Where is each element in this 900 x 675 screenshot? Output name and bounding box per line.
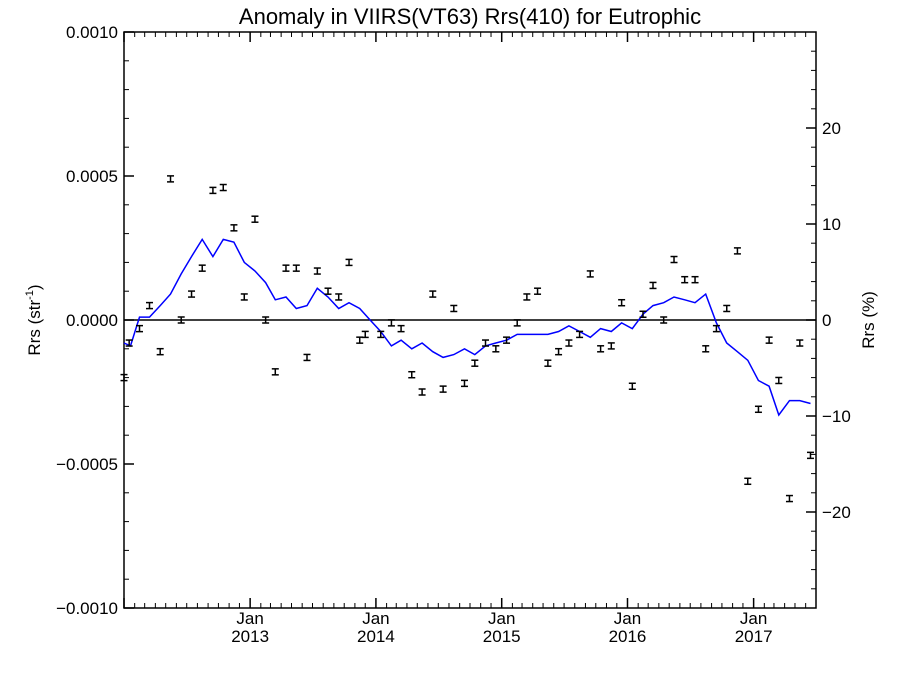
left-y-axis-label-close: ) <box>25 284 44 290</box>
errorbar-point <box>335 293 343 301</box>
errorbar-point <box>482 339 490 347</box>
errorbar-point <box>209 186 217 195</box>
errorbar-point <box>586 270 594 278</box>
left-y-axis-label: Rrs (str-1) <box>24 284 44 355</box>
errorbar-point <box>292 264 300 272</box>
errorbar-point <box>125 339 133 347</box>
right-tick-label: −20 <box>822 503 851 522</box>
errorbar-point <box>618 298 626 307</box>
errorbar-point <box>544 359 552 367</box>
errorbar-point <box>712 324 720 333</box>
errorbar-point <box>146 301 154 310</box>
errorbar-point <box>523 293 531 301</box>
errorbar-point <box>271 368 279 376</box>
errorbar-point <box>418 388 426 396</box>
left-tick-label: −0.0010 <box>56 599 118 618</box>
x-tick-month: Jan <box>740 609 767 628</box>
errorbar-point <box>136 324 144 333</box>
x-tick-year: 2017 <box>735 627 773 646</box>
errorbar-point <box>775 376 783 385</box>
errorbar-point <box>565 339 573 347</box>
left-y-axis: 0.0010 0.0005 0.0000 −0.0005 −0.0010 <box>56 23 134 618</box>
errorbar-point <box>534 287 542 295</box>
right-tick-label: 20 <box>822 119 841 138</box>
chart-title: Anomaly in VIIRS(VT63) Rrs(410) for Eutr… <box>239 4 701 29</box>
errorbar-point <box>230 224 238 232</box>
right-tick-label: 10 <box>822 215 841 234</box>
errorbar-point <box>439 385 447 393</box>
errorbar-point <box>324 287 332 295</box>
errorbar-point <box>744 477 752 486</box>
errorbar-points <box>120 175 814 503</box>
errorbar-point <box>639 310 647 318</box>
right-tick-label: 0 <box>822 311 831 330</box>
errorbar-point <box>408 370 416 379</box>
right-y-axis-label: Rrs (%) <box>859 291 878 349</box>
left-y-axis-label-main: Rrs (str <box>25 300 44 356</box>
errorbar-point <box>660 316 668 324</box>
errorbar-point <box>450 304 458 313</box>
right-tick-label: −10 <box>822 407 851 426</box>
errorbar-point <box>303 353 311 362</box>
errorbar-point <box>198 264 206 272</box>
x-tick-year: 2015 <box>483 627 521 646</box>
right-y-axis: 20 10 0 −10 −20 <box>806 31 851 609</box>
errorbar-point <box>806 451 814 460</box>
errorbar-point <box>156 347 164 356</box>
left-tick-label: 0.0000 <box>66 311 118 330</box>
errorbar-point <box>177 316 185 324</box>
left-tick-label: −0.0005 <box>56 455 118 474</box>
x-tick-month: Jan <box>236 609 263 628</box>
plot-area <box>123 31 817 609</box>
errorbar-point <box>240 293 248 301</box>
errorbar-point <box>702 345 710 353</box>
errorbar-point <box>361 330 369 339</box>
errorbar-point <box>513 319 521 327</box>
errorbar-point <box>377 330 385 339</box>
errorbar-point <box>691 275 699 284</box>
errorbar-point <box>219 183 227 192</box>
errorbar-point <box>597 345 605 353</box>
errorbar-point <box>649 281 657 290</box>
x-tick-year: 2013 <box>231 627 269 646</box>
errorbar-point <box>670 255 678 264</box>
errorbar-point <box>754 405 762 414</box>
left-y-axis-label-sup: -1 <box>24 290 36 300</box>
errorbar-point <box>503 336 511 344</box>
errorbar-point <box>460 379 468 388</box>
x-tick-year: 2016 <box>609 627 647 646</box>
x-tick-year: 2014 <box>357 627 395 646</box>
x-tick-month: Jan <box>614 609 641 628</box>
x-tick-month: Jan <box>488 609 515 628</box>
left-tick-label: 0.0010 <box>66 23 118 42</box>
errorbar-point <box>397 324 405 333</box>
errorbar-point <box>765 336 773 344</box>
errorbar-point <box>251 215 259 223</box>
errorbar-point <box>429 290 437 298</box>
errorbar-point <box>262 316 270 324</box>
errorbar-point <box>313 267 321 275</box>
errorbar-point <box>282 264 290 272</box>
errorbar-point <box>120 373 128 382</box>
errorbar-point <box>167 175 175 183</box>
left-tick-label: 0.0005 <box>66 167 118 186</box>
errorbar-point <box>681 275 689 284</box>
anomaly-series-line <box>123 237 811 417</box>
errorbar-point <box>628 382 636 390</box>
errorbar-point <box>345 258 353 267</box>
errorbar-point <box>796 339 804 347</box>
errorbar-point <box>607 342 615 350</box>
x-tick-month: Jan <box>362 609 389 628</box>
errorbar-point <box>785 494 793 503</box>
errorbar-point <box>733 247 741 255</box>
errorbar-point <box>555 347 563 356</box>
errorbar-point <box>387 319 395 327</box>
errorbar-point <box>576 330 584 339</box>
errorbar-point <box>492 345 500 353</box>
errorbar-point <box>723 304 731 313</box>
errorbar-point <box>188 290 196 298</box>
errorbar-point <box>471 359 479 367</box>
